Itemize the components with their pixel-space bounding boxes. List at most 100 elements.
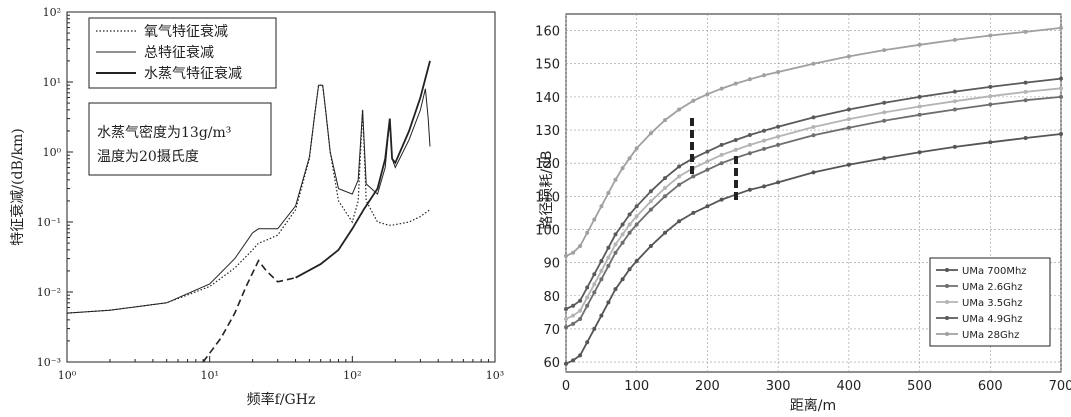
series-point [578,308,583,313]
series-point [705,92,710,97]
series-point [564,325,568,330]
series-point [578,298,583,303]
series-point [613,232,618,237]
series-point [571,313,576,318]
series-point [585,340,590,345]
series-point [1023,29,1028,34]
series-point [606,263,611,268]
series-point [705,167,710,172]
series-point [719,161,724,166]
series-point [571,358,576,363]
left-x-tick-label: 10¹ [200,369,218,382]
series-point [1023,98,1028,103]
series-point [592,290,597,295]
series-point [663,118,667,123]
series-point [599,313,604,318]
right-y-tick-label: 150 [535,58,560,73]
series-point [599,259,604,263]
series-point [691,210,696,215]
series-point [1023,136,1028,140]
series-point [917,112,922,117]
left-ticks: 10⁰ 10¹ 10² 10³ 10⁻³ 10⁻² 10⁻¹ 10⁰ 10¹ 10² [37,6,504,382]
series-point [585,230,590,235]
right-xlabel: 距离/m [790,397,836,412]
series-point [762,138,766,143]
series-point [1059,86,1063,91]
series-point [627,156,632,161]
series-point [747,151,752,156]
series-point [762,73,766,78]
series-point [882,110,887,115]
series-point [733,138,738,142]
series-point [719,197,724,202]
series-point [776,180,781,185]
series-point [747,142,752,147]
series-point [776,70,781,74]
right-chart: 0 100 200 300 400 500 600 700 60 70 80 90 100 110 120 1… [535,13,1071,414]
series-point [599,204,604,209]
series-point [952,144,957,149]
series-point [917,42,922,47]
right-y-tick-label: 140 [535,91,560,106]
series-point [719,152,724,157]
series-point [705,159,710,164]
legend-label-water: 水蒸气特征衰减 [144,65,242,82]
series-point [917,150,922,155]
series-point [585,285,590,290]
series-point [578,353,583,358]
series-point [634,259,639,263]
series-point [846,162,851,167]
series-point [599,277,604,282]
series-point [988,94,993,99]
series-point [952,107,957,112]
series-point [648,244,653,248]
series-point [592,217,597,222]
series-point [846,125,851,130]
water-vapor-attenuation-line [202,259,296,363]
series-point [592,282,597,287]
series-point [620,222,625,227]
series-point [606,245,611,250]
series-point [988,140,993,145]
series-point [677,219,682,224]
series-point [663,230,667,235]
series-point [677,182,682,187]
right-x-tick-label: 400 [836,379,861,394]
series-point [648,199,653,204]
series-point [571,250,576,255]
series-point [634,146,639,151]
series-point [882,100,887,105]
series-point [620,277,625,282]
series-point [1059,25,1063,30]
series-point [733,147,738,152]
legend-label: UMa 28Ghz [962,330,1019,341]
right-y-tick-label: 160 [535,25,560,40]
series-point [952,37,957,42]
legend-label: UMa 700Mhz [962,266,1027,277]
series-point [585,295,590,300]
left-y-tick-label: 10⁰ [43,146,62,159]
right-legend: UMa 700Mhz UMa 2.6Ghz UMa 3.5Ghz UMa 4.9Ghz… [929,257,1051,347]
right-x-tick-label: 200 [695,379,720,394]
right-legend-box [929,257,1051,347]
left-xlabel: 频率f/GHz [247,391,316,408]
right-x-tick-label: 600 [978,379,1003,394]
series-point [1023,80,1028,85]
series-point [747,187,752,192]
series-point [606,255,611,260]
series-point [571,321,576,326]
series-point [811,115,816,120]
series-point [599,268,604,273]
series-point [677,107,682,112]
series-point [882,118,887,123]
water-vapor-attenuation-line-solid [295,60,431,279]
series-point [592,326,597,331]
series-point [613,250,618,255]
legend-swatch-marker [945,284,949,288]
series-point [627,267,632,272]
series-point [988,84,993,89]
series-point [648,189,653,194]
series-point [606,300,611,305]
